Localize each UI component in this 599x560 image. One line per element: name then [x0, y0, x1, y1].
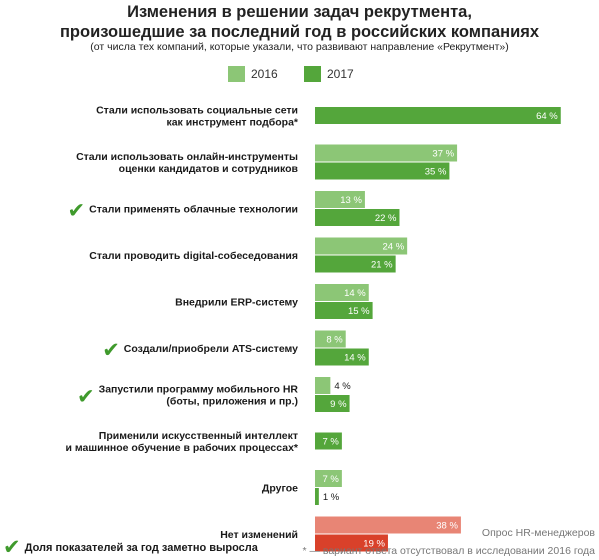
footnote: * — вариант ответа отсутствовал в исслед… [302, 545, 595, 557]
legend-item-2017: 2017 [304, 66, 354, 82]
checkmark-icon: ✔ [3, 536, 21, 559]
bar-2-2016 [315, 191, 365, 208]
category-label-7-line0: Применили искусственный интеллект [99, 430, 298, 442]
bar-1-2017 [315, 162, 450, 180]
legend-label-2017: 2017 [327, 67, 354, 81]
category-label-1-line1: оценки кандидатов и сотрудников [119, 163, 299, 175]
bar-value-6-2017: 9 % [330, 399, 347, 410]
chart-subtitle: (от числа тех компаний, которые указали,… [90, 41, 509, 53]
bar-value-2-2016: 13 % [340, 195, 362, 206]
source-note: Опрос HR-менеджеров [481, 527, 595, 539]
bar-3-2016 [315, 237, 408, 255]
checkmark-icon: ✔ [77, 386, 95, 409]
bar-value-7-2017: 7 % [323, 437, 340, 448]
bar-6-2016 [315, 377, 331, 394]
bar-value-3-2016: 24 % [383, 242, 405, 253]
checked-legend: ✔ Доля показателей за год заметно выросл… [3, 536, 258, 559]
legend-swatch-2016 [228, 66, 245, 82]
checkmark-icon: ✔ [102, 339, 120, 362]
legend-swatch-2017 [304, 66, 321, 82]
bar-5-2016 [315, 330, 346, 348]
checked-legend-label: Доля показателей за год заметно выросла [24, 542, 258, 554]
bar-3-2017 [315, 255, 396, 273]
bar-8-2016 [315, 470, 342, 487]
category-label-0-line0: Стали использовать социальные сети [96, 105, 298, 117]
category-label-9-line0: Нет изменений [220, 529, 298, 541]
chart-title-line1: Изменения в решении задач рекрутмента, [127, 3, 472, 21]
checkmark-icon: ✔ [68, 200, 86, 223]
bar-value-6-2016: 4 % [334, 381, 351, 392]
bar-4-2016 [315, 284, 369, 301]
category-label-8-line0: Другое [262, 483, 298, 495]
category-label-2-line0: Стали применять облачные технологии [89, 204, 298, 216]
bar-value-5-2016: 8 % [326, 335, 343, 346]
bar-9-2017 [315, 534, 388, 552]
category-label-3-line0: Стали проводить digital-собеседования [89, 250, 298, 262]
legend-item-2016: 2016 [228, 66, 278, 82]
bar-value-9-2016: 38 % [436, 521, 458, 532]
bar-8-2017 [315, 488, 319, 505]
bar-value-1-2017: 35 % [425, 167, 447, 178]
bar-7-2017 [315, 432, 342, 450]
bar-value-2-2017: 22 % [375, 213, 397, 224]
bar-9-2016 [315, 516, 461, 534]
category-label-4-line0: Внедрили ERP-систему [175, 297, 298, 309]
bar-4-2017 [315, 302, 373, 319]
bar-5-2017 [315, 348, 369, 366]
legend-label-2016: 2016 [251, 67, 278, 81]
bar-1-2016 [315, 144, 458, 162]
category-label-7-line1: и машинное обучение в рабочих процессах* [66, 442, 299, 454]
bar-2-2017 [315, 209, 400, 226]
bar-6-2017 [315, 395, 350, 412]
bar-value-8-2017: 1 % [323, 492, 340, 503]
bar-0-2017 [315, 107, 561, 124]
bar-value-8-2016: 7 % [323, 474, 340, 485]
bar-value-1-2016: 37 % [432, 149, 454, 160]
category-label-1-line0: Стали использовать онлайн-инструменты [76, 151, 298, 163]
bar-value-3-2017: 21 % [371, 260, 393, 271]
bar-value-4-2017: 15 % [348, 306, 370, 317]
category-label-5-line0: Создали/приобрели ATS-систему [124, 343, 298, 355]
bar-value-5-2017: 14 % [344, 353, 366, 364]
category-label-6-line0: Запустили программу мобильного HR [99, 384, 299, 396]
bar-value-9-2017: 19 % [363, 539, 385, 550]
bar-value-4-2016: 14 % [344, 288, 366, 299]
bar-value-0-2017: 64 % [536, 111, 558, 122]
chart-title-line2: произошедшие за последний год в российск… [59, 23, 540, 41]
category-label-0-line1: как инструмент подбора* [166, 117, 298, 129]
category-label-6-line1: (боты, приложения и пр.) [166, 396, 298, 408]
